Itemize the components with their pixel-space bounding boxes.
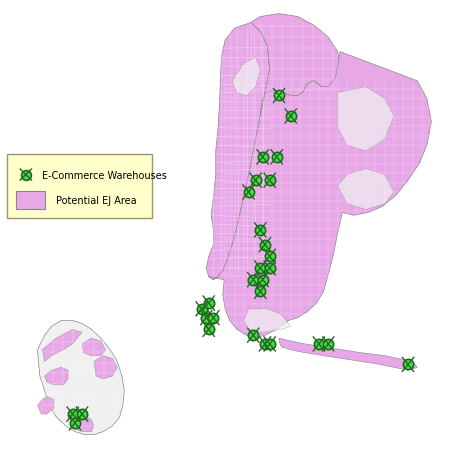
Point [287, 113, 295, 120]
Point [259, 154, 266, 161]
Point [22, 233, 30, 240]
Point [250, 332, 257, 339]
Point [273, 154, 280, 161]
Polygon shape [279, 339, 417, 370]
Point [205, 326, 212, 333]
Polygon shape [338, 87, 394, 152]
Polygon shape [338, 169, 394, 210]
Text: E-Commerce Warehouses: E-Commerce Warehouses [42, 170, 167, 180]
Point [259, 276, 266, 283]
Point [261, 340, 269, 348]
Text: Potential EJ Area: Potential EJ Area [56, 195, 137, 205]
Polygon shape [244, 309, 291, 333]
Polygon shape [38, 397, 54, 414]
Point [266, 177, 273, 184]
Point [257, 227, 264, 234]
Point [266, 340, 273, 348]
FancyBboxPatch shape [7, 155, 152, 218]
Point [404, 361, 412, 368]
Polygon shape [209, 52, 431, 339]
Polygon shape [232, 58, 260, 96]
Point [261, 241, 269, 248]
FancyBboxPatch shape [16, 191, 45, 209]
Point [252, 177, 259, 184]
Point [275, 93, 283, 100]
Point [210, 314, 217, 322]
Point [205, 300, 212, 307]
Polygon shape [94, 356, 117, 379]
Point [257, 265, 264, 272]
Polygon shape [206, 23, 270, 280]
Point [257, 288, 264, 295]
Point [325, 340, 332, 348]
Polygon shape [45, 368, 68, 385]
Point [315, 340, 323, 348]
Point [69, 410, 76, 418]
Polygon shape [73, 414, 94, 432]
Point [266, 265, 273, 272]
Point [266, 253, 273, 260]
Polygon shape [38, 321, 124, 435]
Polygon shape [251, 15, 340, 116]
Polygon shape [42, 329, 82, 362]
Point [78, 410, 86, 418]
Point [71, 419, 79, 426]
Point [203, 314, 210, 322]
Polygon shape [82, 339, 106, 356]
Point [198, 305, 205, 313]
Point [250, 276, 257, 283]
Point [245, 189, 252, 196]
